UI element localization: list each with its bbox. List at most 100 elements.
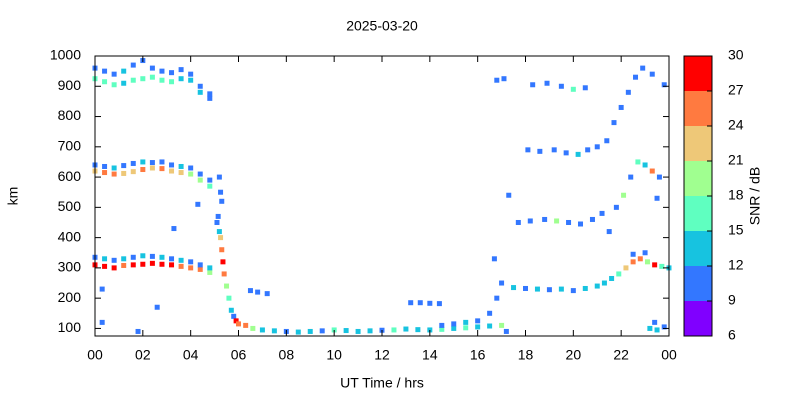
data-point	[121, 170, 127, 176]
data-point	[570, 86, 576, 92]
data-point	[250, 325, 256, 331]
data-point	[102, 68, 108, 74]
data-point	[331, 327, 337, 333]
data-point	[149, 260, 155, 266]
data-point	[259, 327, 265, 333]
data-point	[546, 287, 552, 293]
data-point	[188, 77, 194, 83]
colorbar-tick-label: 12	[728, 257, 744, 273]
data-point	[635, 159, 641, 165]
data-point	[130, 62, 136, 68]
data-point	[271, 328, 277, 334]
data-point	[652, 262, 658, 268]
data-point	[169, 162, 175, 168]
data-point	[566, 219, 572, 225]
data-point	[102, 263, 108, 269]
data-point	[391, 327, 397, 333]
x-tick-label: 18	[518, 347, 534, 363]
data-point	[661, 82, 667, 88]
data-point	[415, 327, 421, 333]
x-tick-label: 22	[613, 347, 629, 363]
data-point	[475, 324, 481, 330]
data-point	[487, 310, 493, 316]
x-tick-label: 10	[326, 347, 342, 363]
data-point	[558, 286, 564, 292]
data-point	[231, 313, 237, 319]
data-point	[207, 265, 213, 271]
data-point	[226, 295, 232, 301]
data-point	[154, 304, 160, 310]
data-point	[527, 218, 533, 224]
data-point	[159, 261, 165, 267]
data-point	[463, 325, 469, 331]
x-tick-label: 16	[470, 347, 486, 363]
y-tick-label: 200	[58, 289, 82, 305]
data-point	[111, 265, 117, 271]
data-point	[130, 169, 136, 175]
data-point	[102, 170, 108, 176]
data-point	[633, 74, 639, 80]
colorbar-segment	[684, 266, 712, 301]
data-point	[530, 82, 536, 88]
data-point	[640, 65, 646, 71]
data-point	[367, 328, 373, 334]
data-point	[630, 259, 636, 265]
data-point	[169, 70, 175, 76]
data-point	[542, 216, 548, 222]
data-point	[149, 253, 155, 259]
plot-frame	[94, 55, 670, 337]
data-point	[661, 324, 667, 330]
colorbar-tick-label: 9	[728, 292, 736, 308]
data-point	[551, 147, 557, 153]
data-point	[102, 163, 108, 169]
data-point	[515, 219, 521, 225]
data-point	[220, 259, 226, 265]
colorbar-segment	[684, 301, 712, 336]
data-point	[216, 229, 222, 235]
data-point	[216, 174, 222, 180]
colorbar-segment	[684, 231, 712, 266]
data-point	[644, 259, 650, 265]
data-point	[295, 329, 301, 335]
data-point	[197, 266, 203, 272]
data-point	[604, 138, 610, 144]
data-point	[178, 76, 184, 82]
data-point	[491, 256, 497, 262]
data-point	[159, 68, 165, 74]
data-point	[599, 210, 605, 216]
data-point	[609, 275, 615, 281]
data-point	[451, 321, 457, 327]
data-point	[544, 80, 550, 86]
data-point	[188, 165, 194, 171]
data-point	[207, 95, 213, 101]
data-point	[140, 76, 146, 82]
data-point	[99, 319, 105, 325]
data-point	[501, 76, 507, 82]
data-point	[178, 67, 184, 73]
data-point	[436, 301, 442, 307]
data-point	[214, 219, 220, 225]
data-point	[149, 74, 155, 80]
data-point	[111, 71, 117, 77]
data-point	[582, 285, 588, 291]
data-point	[601, 280, 607, 286]
data-point	[523, 285, 528, 291]
data-point	[247, 288, 253, 294]
data-point	[197, 89, 203, 95]
data-point	[228, 307, 234, 313]
y-tick-label: 400	[58, 228, 82, 244]
data-point	[525, 147, 531, 153]
data-point	[111, 165, 117, 171]
data-point	[207, 269, 213, 275]
data-point	[616, 271, 622, 277]
data-point	[578, 221, 584, 227]
data-point	[236, 321, 241, 327]
data-point	[130, 77, 136, 83]
data-point	[594, 283, 600, 289]
data-point	[642, 162, 648, 168]
data-point	[219, 247, 225, 253]
data-point	[625, 89, 631, 95]
data-point	[149, 165, 155, 171]
data-point	[439, 322, 445, 328]
